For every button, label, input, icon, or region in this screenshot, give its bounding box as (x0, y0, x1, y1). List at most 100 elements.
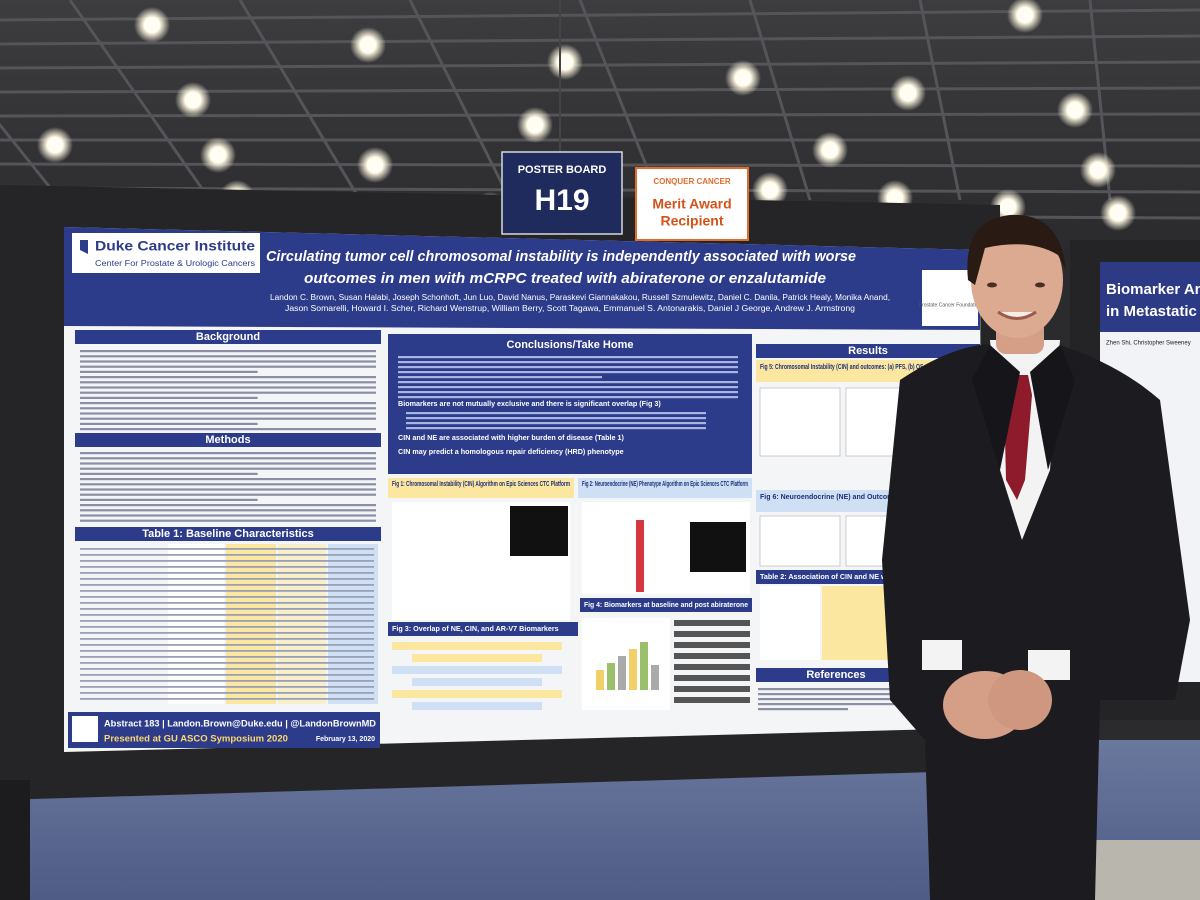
light (887, 190, 903, 206)
overlap-bar (412, 702, 542, 710)
fig-title: Fig 1: Chromosomal Instability (CIN) Alg… (392, 481, 570, 488)
row (674, 653, 750, 659)
text-line (398, 391, 738, 394)
figure-bars (636, 520, 644, 592)
truss (238, 0, 362, 201)
footer-abstract: Abstract 183 | Landon.Brown@Duke.edu | @… (104, 719, 376, 730)
table-row (80, 548, 374, 550)
text-line (80, 407, 376, 410)
text-line (80, 457, 376, 460)
table-row (80, 572, 374, 574)
hair (967, 214, 1066, 285)
fig-title: Fig 3: Overlap of NE, CIN, and AR-V7 Bio… (392, 624, 559, 633)
table-row (80, 668, 374, 670)
light (185, 92, 201, 108)
text-line (398, 366, 738, 369)
neighbor-title: Biomarker An (1106, 281, 1200, 298)
light (360, 37, 376, 53)
bar (596, 670, 604, 690)
overlap-bar (412, 678, 542, 686)
lapel (1030, 345, 1075, 470)
bar (640, 642, 648, 690)
truss (68, 0, 212, 201)
light (1017, 7, 1033, 23)
text-line (406, 412, 706, 415)
light (144, 17, 160, 33)
table-row (80, 638, 374, 640)
table-row (80, 584, 374, 586)
km-plot (759, 387, 841, 457)
award-org: CONQUER CANCER (653, 177, 731, 186)
text-line (80, 478, 376, 481)
table-row (80, 626, 374, 628)
text-line (398, 396, 738, 399)
footer-date: February 13, 2020 (316, 736, 375, 743)
table-row (80, 596, 374, 598)
table-row (80, 674, 374, 676)
text-line (80, 376, 376, 379)
overlap-diagram (392, 642, 562, 710)
table (80, 544, 378, 704)
board-number: H19 (534, 184, 589, 217)
section-title: Table 1: Baseline Characteristics (142, 528, 314, 540)
poster-authors: Jason Somarelli, Howard I. Scher, Richar… (285, 304, 855, 313)
light (210, 147, 226, 163)
table-row (80, 656, 374, 658)
text-line (398, 381, 738, 384)
logo-box (72, 233, 260, 273)
truss (0, 34, 1200, 46)
table-row (80, 620, 374, 622)
poster-authors: Landon C. Brown, Susan Halabi, Joseph Sc… (270, 293, 890, 302)
table-row (80, 692, 374, 694)
text-line (80, 509, 376, 512)
light (900, 85, 916, 101)
text-line (398, 361, 738, 364)
table-row (80, 560, 374, 562)
table-row (80, 680, 374, 682)
fig-caption-box (580, 598, 752, 612)
table-row (80, 686, 374, 688)
section-header (75, 330, 381, 344)
text-line (80, 514, 376, 517)
table-col (328, 544, 378, 704)
row (674, 697, 750, 703)
text-line (80, 422, 258, 425)
suit (882, 344, 1190, 900)
body-text (398, 356, 738, 430)
text-line (80, 360, 376, 363)
poster-title: Circulating tumor cell chromosomal insta… (266, 248, 856, 265)
row (674, 620, 750, 626)
figure-rows (674, 620, 750, 703)
text-line (80, 402, 376, 405)
footer-band (68, 712, 380, 748)
row (674, 631, 750, 637)
text-line (758, 703, 908, 706)
text-line (80, 355, 376, 358)
face (971, 222, 1063, 338)
cuff (922, 640, 962, 670)
overlap-bar (412, 654, 542, 662)
km-plot (759, 515, 841, 567)
conclusion-point: Biomarkers are not mutually exclusive an… (398, 399, 661, 408)
smile (997, 310, 1037, 320)
light (367, 157, 383, 173)
text-line (758, 698, 908, 701)
board-sign (501, 151, 623, 235)
eye (1035, 282, 1045, 288)
center: Center For Prostate & Urologic Cancers (95, 259, 255, 268)
text-line (80, 391, 376, 394)
conclusion-point: CIN and NE are associated with higher bu… (398, 433, 625, 442)
section-title: Background (196, 331, 260, 343)
fig-title: Table 2: Association of CIN and NE with … (760, 572, 907, 581)
neighbor-authors: Zhen Shi, Christopher Sweeney (1106, 341, 1191, 347)
table-col (226, 544, 276, 704)
text-line (758, 688, 908, 691)
conclusion-point: CIN may predict a homologous repair defi… (398, 447, 624, 456)
row (674, 642, 750, 648)
body-text (80, 452, 376, 522)
bar (629, 649, 637, 690)
text-line (80, 386, 376, 389)
text-line (80, 488, 376, 491)
